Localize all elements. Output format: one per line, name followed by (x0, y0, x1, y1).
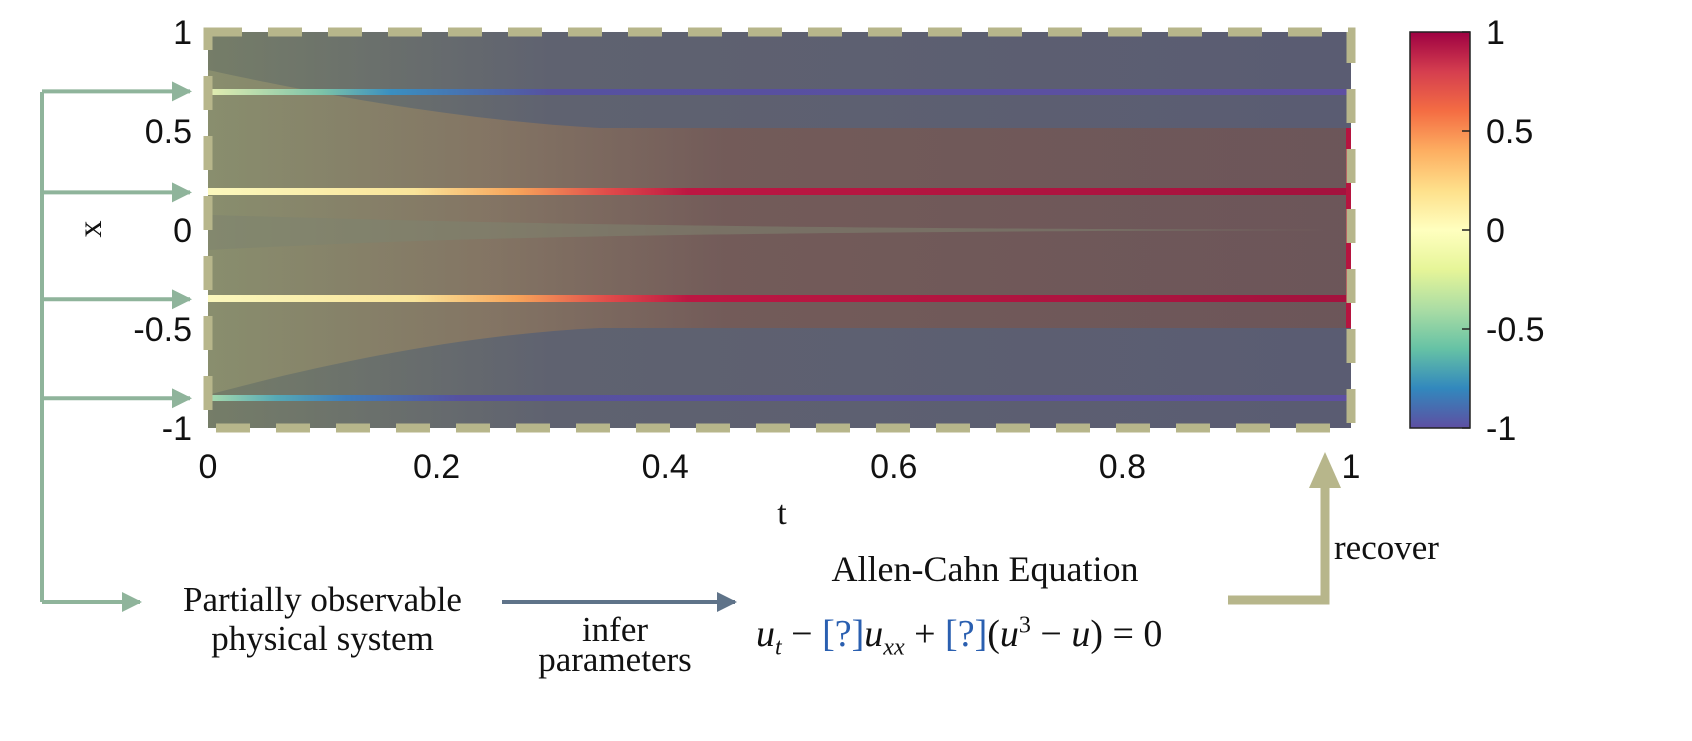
heatmap-interface (208, 215, 1351, 250)
y-ticks: 1 0.5 0 -0.5 -1 (133, 14, 192, 448)
x-tick-label: 0.8 (1099, 448, 1146, 486)
x-axis-label: t (777, 495, 787, 532)
x-tick-label: 0.6 (870, 448, 917, 486)
colorbar-tick-label: 0.5 (1486, 113, 1533, 151)
infer-label-line2: parameters (538, 640, 692, 679)
dashed-frame (203, 27, 1356, 433)
colorbar-tick-label: -1 (1486, 410, 1516, 448)
observed-line-3 (208, 295, 1351, 302)
y-axis-label: x (72, 220, 109, 238)
y-tick-label: 1 (173, 14, 192, 52)
equation: ut − [?]uxx + [?](u3 − u) = 0 (756, 612, 1163, 661)
x-ticks: 0 0.2 0.4 0.6 0.8 1 (199, 448, 1361, 486)
equation-title: Allen-Cahn Equation (831, 549, 1139, 589)
recover-arrow-head (1309, 452, 1341, 488)
param-1: [?] (822, 613, 865, 655)
observation-arrows (42, 81, 192, 409)
colorbar-tick-label: 0 (1486, 212, 1505, 250)
colorbar-ticks: 1 0.5 0 -0.5 -1 (1462, 14, 1545, 448)
y-tick-label: -0.5 (133, 311, 192, 349)
observed-line-2 (208, 188, 1351, 195)
x-tick-label: 0 (199, 448, 218, 486)
y-tick-label: 0.5 (145, 113, 192, 151)
colorbar-tick-label: 1 (1486, 14, 1505, 52)
observed-line-1 (208, 89, 1351, 95)
recover-label: recover (1334, 528, 1439, 567)
param-2: [?] (945, 613, 988, 655)
system-label-line2: physical system (211, 619, 434, 658)
x-tick-label: 0.2 (413, 448, 460, 486)
x-tick-label: 0.4 (642, 448, 689, 486)
y-tick-label: -1 (162, 410, 192, 448)
recover-arrow (1228, 486, 1330, 605)
y-tick-label: 0 (173, 212, 192, 250)
x-tick-label: 1 (1342, 448, 1361, 486)
system-label-line1: Partially observable (183, 580, 462, 619)
colorbar-tick-label: -0.5 (1486, 311, 1545, 349)
observed-line-4 (208, 395, 1351, 401)
colorbar (1409, 31, 1471, 429)
infer-label-line1: infer (581, 610, 649, 649)
